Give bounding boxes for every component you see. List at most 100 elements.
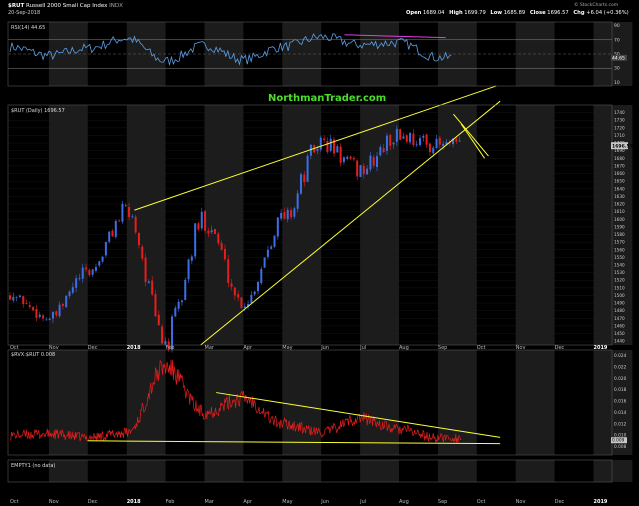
price-candle-body	[366, 168, 369, 175]
month-tick-label: Dec	[555, 499, 565, 505]
price-candle-body	[240, 297, 243, 308]
price-candle-body	[78, 278, 81, 279]
rsi-tick-label: 10	[614, 80, 620, 86]
price-candle-body	[171, 316, 174, 350]
price-candle-body	[111, 230, 114, 237]
price-candle-body	[61, 303, 64, 306]
price-candle-body	[296, 193, 299, 209]
rsi-line	[9, 33, 452, 67]
month-tick-label: May	[282, 499, 292, 505]
price-candle-body	[339, 146, 342, 163]
month-tick-label: 2019	[594, 345, 608, 351]
price-candle-body	[415, 144, 418, 146]
price-candle-body	[104, 241, 107, 256]
month-tick-label: Oct	[477, 345, 486, 351]
price-candle-body	[114, 220, 117, 237]
month-tick-label: Jun	[320, 499, 329, 505]
price-candle-body	[319, 137, 322, 150]
price-candle-body	[250, 294, 253, 304]
price-candle-body	[141, 246, 144, 259]
price-candle-body	[303, 174, 306, 183]
rsi-divergence-line	[344, 34, 446, 39]
month-band	[593, 460, 633, 482]
price-candle-body	[154, 294, 157, 317]
price-candle-body	[25, 303, 28, 304]
price-candle-body	[180, 300, 183, 303]
price-candle-body	[273, 235, 276, 247]
credit-text: © StockCharts.com	[574, 1, 618, 8]
price-candle-body	[385, 135, 388, 151]
price-tick-label: 1610	[614, 209, 625, 214]
price-candle-body	[28, 305, 31, 307]
price-candle-body	[399, 129, 402, 140]
ratio-panel-frame	[7, 349, 613, 456]
price-candle-body	[306, 155, 309, 182]
price-candle-body	[68, 291, 71, 296]
price-candle-body	[422, 136, 425, 138]
month-tick-label: Jun	[320, 345, 329, 351]
month-band	[437, 350, 477, 455]
price-candle-body	[230, 283, 233, 287]
month-band	[282, 350, 322, 455]
price-tick-label: 1510	[614, 285, 625, 290]
price-tick-label: 1500	[614, 293, 625, 298]
price-panel-title: $RUT (Daily) 1696.57	[11, 108, 65, 114]
month-band	[48, 105, 88, 345]
price-candle-body	[419, 138, 422, 145]
price-tick-label: 1540	[614, 263, 625, 268]
price-candle-body	[98, 261, 101, 266]
price-candle-body	[85, 267, 88, 270]
price-candle-body	[124, 204, 127, 207]
price-tick-label: 1570	[614, 240, 625, 245]
price-candle-body	[389, 134, 392, 146]
price-candle-body	[392, 142, 395, 145]
month-tick-label: Feb	[166, 499, 175, 505]
price-candle-body	[187, 259, 190, 280]
month-tick-label: Dec	[88, 345, 98, 351]
price-tick-label: 1660	[614, 171, 625, 176]
price-candle-body	[349, 156, 352, 159]
ratio-current-label: 0.009	[612, 438, 625, 444]
month-band	[437, 460, 477, 482]
price-candle-body	[38, 314, 41, 318]
price-candle-body	[280, 212, 283, 219]
price-candle-body	[329, 138, 332, 151]
price-tick-label: 1580	[614, 232, 625, 237]
empty-panel-title: EMPTY1 (no data)	[11, 463, 55, 469]
ratio-trendline	[216, 392, 501, 438]
month-band	[282, 105, 322, 345]
ratio-trendline	[87, 440, 501, 445]
price-candle-body	[51, 311, 54, 319]
ratio-current-badge	[611, 437, 627, 444]
price-tick-label: 1650	[614, 179, 625, 184]
month-band	[282, 460, 322, 482]
price-candle-body	[445, 141, 448, 145]
rsi-tick-label: 30	[614, 66, 620, 72]
price-candle-body	[395, 128, 398, 142]
month-tick-label: Jul	[359, 499, 366, 505]
price-tick-label: 1730	[614, 118, 625, 123]
price-candle-body	[428, 143, 431, 153]
price-candle-body	[362, 165, 365, 175]
month-tick-label: Nov	[49, 499, 59, 505]
price-candle-body	[286, 209, 289, 220]
month-tick-label: Mar	[205, 345, 215, 351]
rsi-tick-label: 50	[614, 52, 620, 58]
month-tick-label: May	[282, 345, 292, 351]
month-band	[360, 350, 399, 455]
month-tick-label: Oct	[10, 345, 19, 351]
month-band	[204, 350, 244, 455]
empty-panel-frame	[7, 459, 613, 483]
price-candle-body	[9, 295, 11, 300]
ratio-tick-label: 0.008	[614, 444, 627, 450]
price-tick-label: 1600	[614, 217, 625, 222]
price-tick-label: 1640	[614, 186, 625, 191]
month-tick-label: Apr	[243, 499, 253, 505]
price-tick-label: 1670	[614, 163, 625, 168]
price-candle-body	[223, 248, 226, 260]
price-candle-body	[369, 155, 372, 170]
price-candle-body	[253, 291, 256, 295]
month-band	[515, 460, 555, 482]
price-candle-body	[15, 296, 18, 298]
